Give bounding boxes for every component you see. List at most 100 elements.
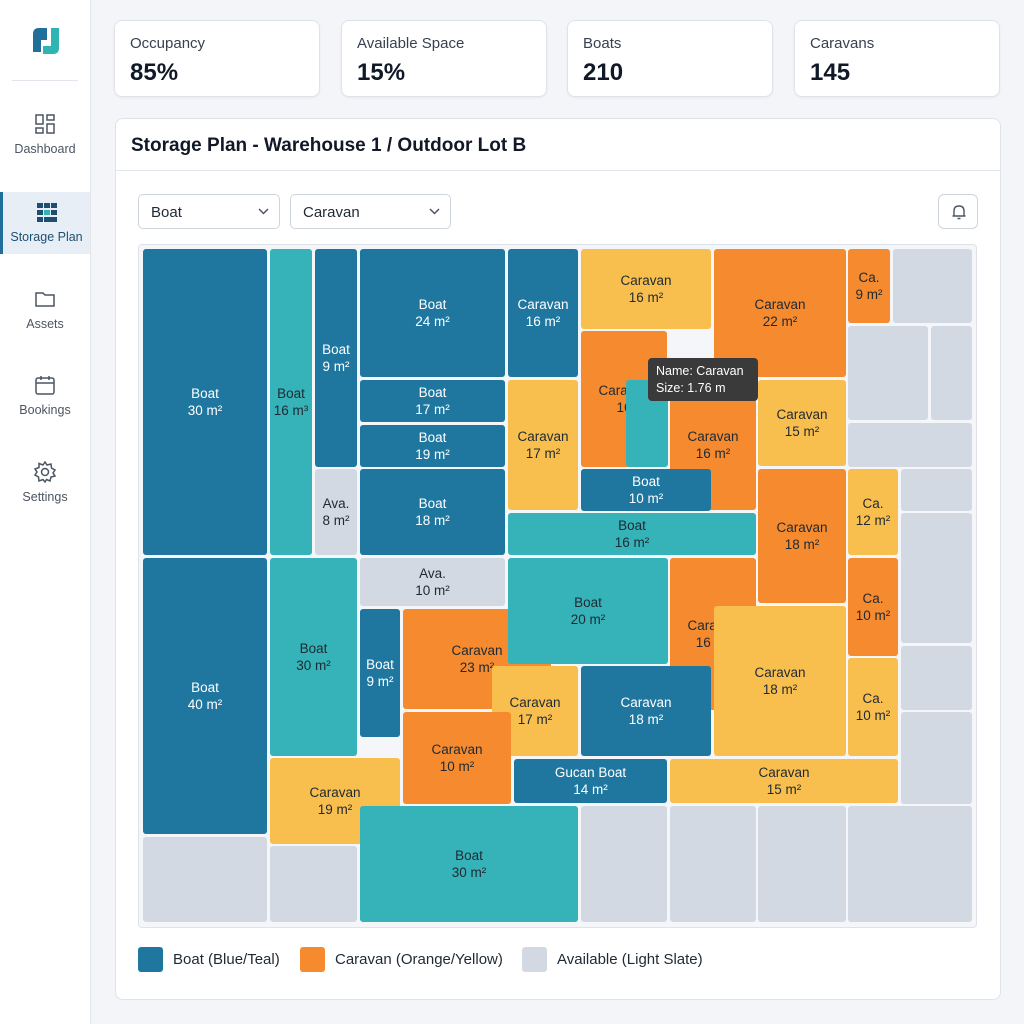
storage-cell[interactable]: Ava. 8 m² [315,469,357,555]
storage-cell[interactable]: Caravan 18 m² [714,606,846,756]
storage-cell[interactable]: Boat 10 m² [581,469,711,511]
storage-cell[interactable] [848,326,928,420]
storage-cell[interactable] [848,806,972,922]
storage-cell[interactable] [670,806,756,922]
storage-cell[interactable] [758,806,846,922]
storage-cell[interactable] [901,712,972,804]
cell-size: 9 m² [366,674,394,689]
storage-cell[interactable] [901,469,972,511]
storage-cell[interactable]: Boat 9 m² [360,609,400,737]
cell-size: 15 m² [784,424,820,439]
storage-cell[interactable]: Boat 17 m² [360,380,505,422]
storage-cell[interactable]: Caravan 18 m² [581,666,711,756]
cell-label: Caravan [517,429,569,444]
nav-item[interactable]: Storage Plan [0,192,90,254]
cell-size: 16 m² [525,314,561,329]
storage-cell[interactable] [901,513,972,643]
cell-label: Caravan [776,520,828,535]
cell-size: 10 m² [415,583,450,598]
select-text: Caravan [303,204,360,221]
legend-label: Caravan (Orange/Yellow) [335,951,503,968]
cell-label: Caravan [754,665,806,680]
storage-cell[interactable]: Caravan 18 m² [758,469,846,603]
storage-cell[interactable]: Boat 24 m² [360,249,505,377]
cell-label: Boat [299,641,328,656]
cell-label: Boat [366,657,394,672]
cell-size: 15 m² [766,782,802,797]
cell-size: 24 m² [415,314,450,329]
cell-label: Caravan [776,407,828,422]
stat-value: 15% [357,59,406,86]
filter-select[interactable]: Caravan [290,194,451,229]
stat-label: Caravans [810,35,875,52]
cell-label: Boat [618,518,646,533]
cell-label: Ca. [862,591,884,606]
cell-label: Caravan [620,695,672,710]
storage-cell[interactable] [143,837,267,922]
storage-cell[interactable]: Boat 18 m² [360,469,505,555]
storage-cell[interactable]: Ava. 10 m² [360,558,505,606]
storage-cell[interactable]: Boat 19 m² [360,425,505,467]
cell-size: 10 m² [628,491,664,506]
storage-cell[interactable]: Boat 30 m² [270,558,357,756]
storage-cell[interactable]: Boat 40 m² [143,558,267,834]
nav-item[interactable]: Bookings [0,373,90,435]
stat-label: Occupancy [130,35,206,52]
cell-label: Boat [191,680,219,695]
cell-label: Caravan [758,765,810,780]
storage-cell[interactable] [270,846,357,922]
storage-cell[interactable]: Gucan Boat 14 m² [514,759,667,803]
cell-size: 19 m² [317,802,353,817]
storage-cell[interactable] [893,249,972,323]
nav-item[interactable]: Settings [0,460,90,522]
cell-size: 9 m² [322,359,350,374]
storage-cell[interactable]: Ca. 9 m² [848,249,890,323]
storage-cell[interactable]: Boat 20 m² [508,558,668,664]
cell-label: Ava. [419,566,446,581]
cell-label: Boat [277,386,305,401]
cell-label: Ca. [858,270,880,285]
stat-value: 85% [130,59,179,86]
storage-cell[interactable] [848,423,972,467]
storage-cell[interactable] [901,646,972,710]
storage-cell[interactable] [581,806,667,922]
cell-label: Caravan [431,742,483,757]
storage-cell[interactable]: Caravan 17 m² [508,380,578,510]
storage-cell[interactable]: Caravan 22 m² [714,249,846,377]
storage-cell[interactable]: Caravan 15 m² [758,380,846,466]
filter-select[interactable]: Boat [138,194,280,229]
storage-cell[interactable]: Boat 30 m² [143,249,267,555]
cell-size: 10 m² [855,708,891,723]
stat-card: Occupancy 85% [114,20,320,97]
panel-title: Storage Plan - Warehouse 1 / Outdoor Lot… [131,135,527,156]
storage-cell[interactable]: Caravan 10 m² [403,712,511,804]
cell-label: Caravan [451,643,503,658]
stat-card: Available Space 15% [341,20,547,97]
storage-cell[interactable]: Ca. 10 m² [848,658,898,756]
cell-label: Caravan [309,785,361,800]
notification-button[interactable] [938,194,978,229]
nav-label: Settings [22,490,68,504]
storage-cell[interactable]: Boat 30 m² [360,806,578,922]
storage-cell[interactable]: Boat 16 m³ [270,249,312,555]
storage-cell[interactable]: Caravan 15 m² [670,759,898,803]
storage-cell[interactable]: Boat 9 m² [315,249,357,467]
cell-size: 9 m² [855,287,883,302]
stat-value: 210 [583,59,624,86]
legend-item: Available (Light Slate) [522,947,703,972]
nav-item[interactable]: Dashboard [0,112,90,174]
storage-cell[interactable]: Caravan 16 m² [508,249,578,377]
nav-item[interactable]: Assets [0,287,90,349]
cell-size: 17 m² [415,402,450,417]
storage-cell[interactable]: Boat 16 m² [508,513,756,555]
nav-label: Bookings [19,403,71,417]
storage-cell[interactable] [931,326,972,420]
storage-cell[interactable]: Caravan 16 m² [581,249,711,329]
storage-cell[interactable]: Ca. 10 m² [848,558,898,656]
stat-label: Available Space [357,35,465,52]
cell-label: Boat [418,385,447,400]
storage-cell[interactable]: Ca. 12 m² [848,469,898,555]
tooltip-name: Name: Caravan [656,364,744,378]
cell-label: Boat [574,595,602,610]
